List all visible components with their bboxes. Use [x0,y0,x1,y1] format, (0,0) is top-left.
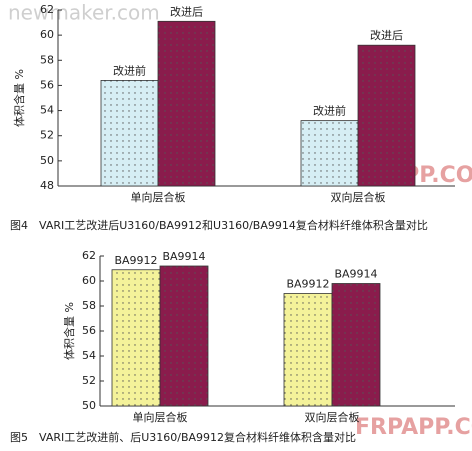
y-tick-label: 50 [82,399,96,412]
y-tick-label: 62 [82,249,96,262]
y-tick-label: 60 [82,274,96,287]
y-tick-label: 56 [82,324,96,337]
bar [300,120,359,187]
bar-label: 改进前 [113,63,146,77]
bar [111,269,161,407]
bar [357,44,416,187]
y-tick-label: 54 [40,104,54,117]
y-tick-label: 48 [40,179,54,192]
bar [331,283,381,407]
bar-label: 改进前 [313,104,346,118]
y-tick-label: 54 [82,349,96,362]
caption: 图4 VARI工艺改进后U3160/BA9912和U3160/BA9914复合材… [10,218,428,232]
x-tick-label: 双向层合板 [305,410,360,424]
caption: 图5 VARI工艺改进前、后U3160/BA9912复合材料纤维体积含量对比 [10,430,356,444]
y-tick-label: 56 [40,78,54,91]
bar-label: BA9912 [114,254,157,267]
bar-label: 改进后 [170,4,203,18]
bar-label: BA9914 [162,250,205,263]
watermark: FRPAPP.COM [355,415,472,440]
y-tick-label: 50 [40,154,54,167]
y-axis-label: 体积含量 % [62,302,76,360]
x-tick-label: 双向层合板 [331,190,386,204]
y-tick-label: 58 [82,299,96,312]
bar [157,20,216,187]
y-tick-label: 60 [40,28,54,41]
bar [283,293,333,407]
bar [100,80,159,187]
y-tick-label: 52 [40,129,54,142]
bar [159,265,209,407]
x-tick-label: 单向层合板 [133,410,188,424]
y-axis-label: 体积含量 % [12,69,26,127]
y-tick-label: 62 [40,3,54,16]
y-tick-label: 52 [82,374,96,387]
bar-label: BA9914 [334,268,377,281]
watermark: newmaker.com [8,1,160,25]
y-tick-label: 58 [40,53,54,66]
bar-label: 改进后 [370,28,403,42]
x-tick-label: 单向层合板 [131,190,186,204]
bar-label: BA9912 [286,278,329,291]
